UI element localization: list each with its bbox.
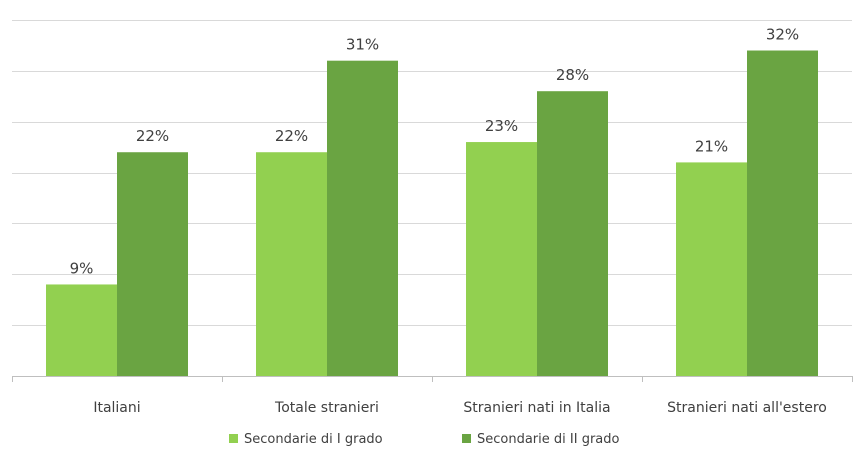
bar-i-grado-1 [256, 152, 327, 376]
data-label: 21% [695, 137, 728, 155]
category-label: Totale stranieri [274, 400, 379, 416]
legend-swatch-secondarie-i-grado [229, 434, 238, 443]
category-labels: Italiani Totale stranieri Stranieri nati i… [93, 400, 827, 416]
data-label: 28% [556, 66, 589, 84]
bar-i-grado-0 [46, 284, 117, 376]
bar-ii-grado-0 [117, 152, 188, 376]
bar-ii-grado-2 [537, 91, 608, 376]
data-label: 22% [275, 127, 308, 145]
data-label: 23% [485, 117, 518, 135]
bar-i-grado-2 [466, 142, 537, 376]
data-label: 9% [70, 259, 94, 277]
category-label: Stranieri nati in Italia [463, 400, 610, 416]
legend-label-secondarie-i-grado: Secondarie di I grado [244, 432, 383, 447]
category-label: Stranieri nati all'estero [667, 400, 827, 416]
data-label: 32% [766, 26, 799, 44]
legend-swatch-secondarie-ii-grado [462, 434, 471, 443]
bar-i-grado-3 [676, 162, 747, 376]
category-label: Italiani [93, 400, 140, 416]
bars [46, 50, 818, 377]
legend-label-secondarie-ii-grado: Secondarie di II grado [477, 432, 620, 447]
legend: Secondarie di I grado Secondarie di II g… [229, 432, 620, 447]
data-labels: 9% 22% 22% 31% 23% 28% 21% 32% [70, 26, 800, 278]
data-label: 31% [346, 36, 379, 54]
bar-ii-grado-1 [327, 60, 398, 376]
bar-ii-grado-3 [747, 50, 818, 377]
data-label: 22% [136, 127, 169, 145]
x-axis-ticks [12, 376, 853, 382]
